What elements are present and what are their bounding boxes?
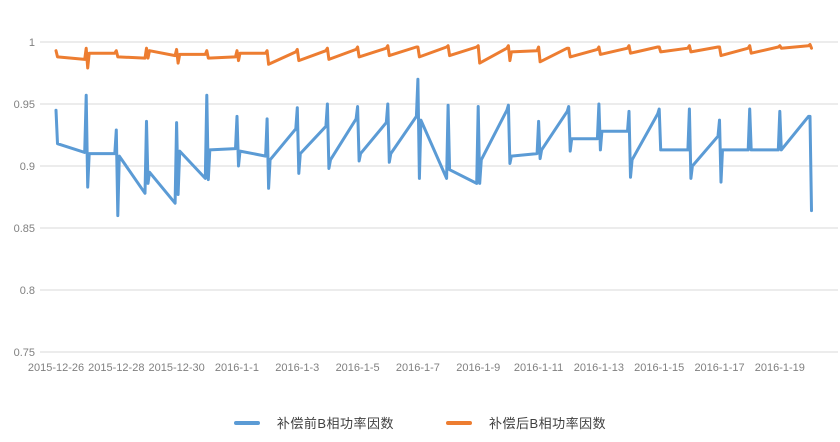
y-tick-label: 0.95: [14, 99, 35, 111]
legend-item-before[interactable]: 补偿前B相功率因数: [233, 413, 394, 432]
x-tick-label: 2016-1-15: [634, 362, 684, 374]
y-tick-label: 0.9: [20, 161, 35, 173]
plot-svg: 1 0.95 0.9 0.85 0.8 0.75 2015-12-26 2015-12-28 2…: [14, 37, 838, 374]
legend: 补偿前B相功率因数 补偿后B相功率因数: [0, 413, 840, 432]
y-tick-label: 1: [29, 37, 35, 49]
x-tick-label: 2016-1-9: [456, 362, 500, 374]
x-tick-label: 2016-1-5: [336, 362, 380, 374]
x-tick-label: 2016-1-13: [574, 362, 624, 374]
legend-item-after[interactable]: 补偿后B相功率因数: [446, 413, 606, 432]
legend-swatch-before-line: [233, 420, 260, 425]
x-tick-label: 2016-1-3: [275, 362, 319, 374]
series-before-compensation-line[interactable]: [54, 77, 813, 218]
legend-label-after: 补偿后B相功率因数: [489, 416, 607, 431]
x-tick-label: 2015-12-30: [148, 362, 204, 374]
x-tick-label: 2016-1-17: [694, 362, 744, 374]
series-after-compensation-line[interactable]: [54, 43, 813, 70]
x-tick-label: 2015-12-26: [28, 362, 84, 374]
y-tick-label: 0.75: [14, 347, 35, 359]
x-tick-label: 2015-12-28: [88, 362, 144, 374]
x-tick-label: 2016-1-11: [514, 362, 563, 374]
legend-swatch-after-line: [446, 420, 472, 425]
legend-label-before: 补偿前B相功率因数: [276, 416, 394, 431]
x-tick-label: 2016-1-1: [215, 362, 259, 374]
x-tick-label: 2016-1-7: [396, 362, 440, 374]
y-tick-label: 0.85: [14, 223, 35, 235]
x-tick-label: 2016-1-19: [755, 362, 805, 374]
y-tick-label: 0.8: [20, 285, 35, 297]
